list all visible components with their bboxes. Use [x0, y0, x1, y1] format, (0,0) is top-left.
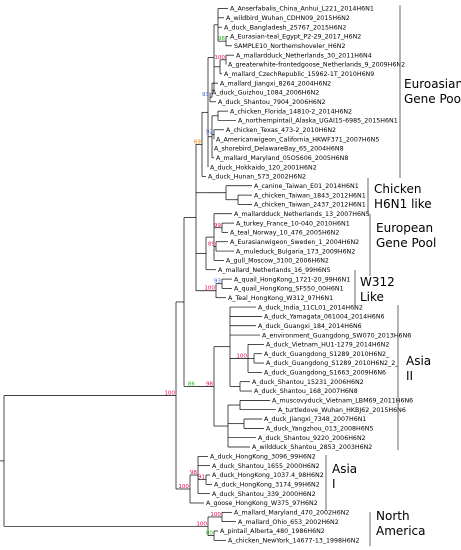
bootstrap-value: 98	[190, 470, 198, 476]
taxon-label: A_gull_Moscow_3100_2006H6N2	[226, 258, 329, 265]
taxon-label: A_chicken_Taiwan_2437_2012H6N1	[254, 202, 366, 209]
taxon-label: A_duck_HongKong_3096_99H6N2	[210, 454, 316, 461]
bootstrap-value: 92	[206, 129, 213, 135]
group-label-euroasian: Gene Pool	[404, 92, 461, 106]
taxon-label: A_duck_Shantou_9220_2006H6N2	[258, 435, 366, 442]
bootstrap-values: 9810093926999899310010098869198100100100…	[164, 36, 247, 536]
bootstrap-value: 91	[198, 475, 206, 481]
taxon-label: A_quail_HongKong_SF550_00H6N1	[234, 286, 344, 293]
taxon-label: A_canine_Taiwan_E01_2014H6N1	[254, 183, 359, 190]
bootstrap-value: 100	[164, 390, 175, 396]
taxon-label: A_duck_Shantou_15231_2006H6N2	[252, 379, 364, 386]
group-label-european: Gene Pool	[376, 236, 436, 250]
taxon-label: A_chicken_Florida_14810-2_2014H6N2	[230, 108, 352, 115]
taxon-labels: A_Anserfabalis_China_Anhui_L221_2014H6N1…	[206, 6, 413, 545]
taxon-label: A_wildbird_Wuhan_CDHN09_2015H6N2	[226, 15, 350, 22]
group-label-w312: Like	[360, 290, 384, 304]
taxon-label: A_teal_Norway_10_476_2005H6N2	[230, 230, 339, 237]
bootstrap-value: 89	[208, 241, 216, 247]
taxon-label: A_turkey_France_10-040_2010H6N1	[236, 220, 350, 227]
taxon-label: A_mallard_Netherlands_16_99H6N5	[218, 267, 331, 274]
taxon-label: A_muscovyduck_Vietnam_LBM69_2011H6N6	[272, 398, 413, 405]
group-label-asia1: Asia	[332, 462, 357, 476]
taxon-label: A_goose_HongKong_W375_97H6N2	[206, 500, 318, 507]
taxon-label: A_northernpintail_Alaska_UGAI15-6985_201…	[238, 118, 398, 125]
taxon-label: A_duck_Shantou_168_2007H6N8	[254, 388, 358, 395]
bootstrap-value: 100	[178, 484, 189, 490]
taxon-label: A_mallard_Maryland_470_2002H6N2	[234, 510, 349, 517]
taxon-label: A_duck_Yamagata_061004_2014H6N6	[264, 314, 385, 321]
taxon-label: A_Eurasian-teal_Egypt_P2-29_2017_H6N2	[230, 34, 361, 41]
taxon-label: A_mallard_CzechRepublic_15962-1T_2010H6N…	[224, 71, 374, 78]
taxon-label: A_chicken_Texas_473-2_2010H6N2	[226, 127, 336, 134]
taxon-label: A_duck_HongKong_1037.4_98H6N2	[212, 472, 324, 479]
taxon-label: A_Eurasianwigeon_Sweden_1_2004H6N2	[230, 239, 359, 246]
taxon-label: SAMPLE10_Northemshoveler_H6N2	[234, 43, 345, 50]
taxon-label: A_duck_Hokkaido_120_2001H6N2	[210, 164, 317, 171]
bootstrap-value: 80	[206, 531, 214, 537]
taxon-label: A_chicken_Taiwan_1843_2012H6N1	[254, 192, 366, 199]
taxon-label: A_duck_Guangdong_S1663_2009H6N6	[264, 370, 386, 377]
group-label-w312: W312	[360, 275, 395, 289]
group-label-northamerica: North	[376, 509, 410, 523]
taxon-label: A_Anserfabalis_China_Anhui_L221_2014H6N1	[230, 6, 374, 13]
taxon-label: A_environment_Guangdong_SW070_2013H6N6	[262, 332, 411, 339]
taxon-label: A_duck_Guangxi_184_2014H6N6	[258, 323, 362, 330]
bootstrap-value: 100	[196, 521, 207, 527]
group-label-northamerica: America	[376, 524, 426, 538]
taxon-label: A_muleduck_Bulgaria_173_2009H6N2	[236, 248, 355, 255]
taxon-label: A_mallard_Jiangxi_8264_2004H6N2	[220, 80, 331, 87]
group-label-european: European	[376, 221, 433, 235]
bootstrap-value: 100	[204, 286, 215, 292]
bootstrap-value: 93	[214, 279, 222, 285]
bootstrap-value: 99	[214, 223, 222, 229]
bootstrap-value: 100	[214, 55, 225, 61]
taxon-label: A_quail_HongKong_1721-20_99H6N1	[234, 276, 350, 283]
taxon-label: A_duck_Bangladesh_25767_2015H6N2	[224, 24, 346, 31]
taxon-label: A_duck_Guangdong_S1289_2010H6N2_2_	[266, 360, 399, 367]
taxon-label: A_duck_Vietnam_HU1-1279_2014H6N2	[266, 342, 389, 349]
taxon-label: A_mallardduck_Netherlands_30_2011H6N4	[236, 52, 372, 59]
group-label-asia2: Asia	[406, 354, 431, 368]
taxon-label: A_Teal_HongKong_W312_97H6N1	[228, 295, 333, 302]
group-label-chicken: H6N1 like	[374, 197, 432, 211]
bootstrap-value: 69	[194, 139, 202, 145]
taxon-label: A_Americanwigeon_California_HKWF371_2007…	[216, 136, 379, 143]
taxon-label: A_duck_Guizhou_1084_2006H6N2	[212, 90, 319, 97]
taxon-label: A_mallardduck_Netherlands_13_2007H6N5	[234, 211, 370, 218]
taxon-label: A_chicken_NewYork_14677-13_1998H6N2	[228, 538, 359, 545]
taxon-label: A_duck_Shantou_1655_2000H6N2	[212, 463, 320, 470]
bootstrap-value: 100	[236, 353, 247, 359]
taxon-label: A_duck_Shantou_7904_2006H6N2	[218, 99, 326, 106]
group-label-euroasian: Euroasian	[404, 77, 461, 91]
bootstrap-value: 100	[210, 512, 221, 518]
taxon-label: A_duck_Guangdong_S1289_2010H6N2_	[264, 351, 390, 358]
taxon-label: A_pintail_Alberta_480_1986H6N2	[220, 528, 325, 535]
taxon-label: A_duck_Shantou_339_2000H6N2	[212, 491, 316, 498]
bootstrap-value: 93	[202, 92, 210, 98]
bootstrap-value: 98	[206, 381, 214, 387]
taxon-label: A_duck_Jiangxi_7348_2007H6N1	[264, 416, 366, 423]
taxon-label: A_mallard_Ohio_653_2002H6N2	[238, 519, 339, 526]
taxon-label: A_mallard_Maryland_05OS606_2005H6N8	[216, 155, 348, 162]
bootstrap-value: 98	[218, 36, 226, 42]
taxon-label: A_duck_Hunan_573_2002H6N2	[208, 174, 306, 181]
taxon-label: A_greaterwhite-frontedgoose_Netherlands_…	[228, 62, 405, 69]
taxon-label: A_shorebird_DelawareBay_65_2004H6N8	[214, 146, 344, 153]
taxon-label: A_wildduck_Shantou_2853_2003H6N2	[252, 444, 372, 451]
group-label-asia1: I	[332, 477, 336, 491]
tree-branches	[0, 8, 276, 541]
taxon-label: A_turtledove_Wuhan_HKBJ62_2015H6N6	[278, 407, 406, 414]
taxon-label: A_duck_HongKong_3174_99H6N2	[214, 482, 320, 489]
taxon-label: A_duck_India_11CL01_2014H6N2	[258, 304, 363, 311]
taxon-label: A_duck_Yangzhou_013_2008H6N5	[266, 426, 373, 433]
bootstrap-value: 86	[188, 381, 196, 387]
group-label-chicken: Chicken	[374, 182, 421, 196]
group-label-asia2: II	[406, 369, 413, 383]
